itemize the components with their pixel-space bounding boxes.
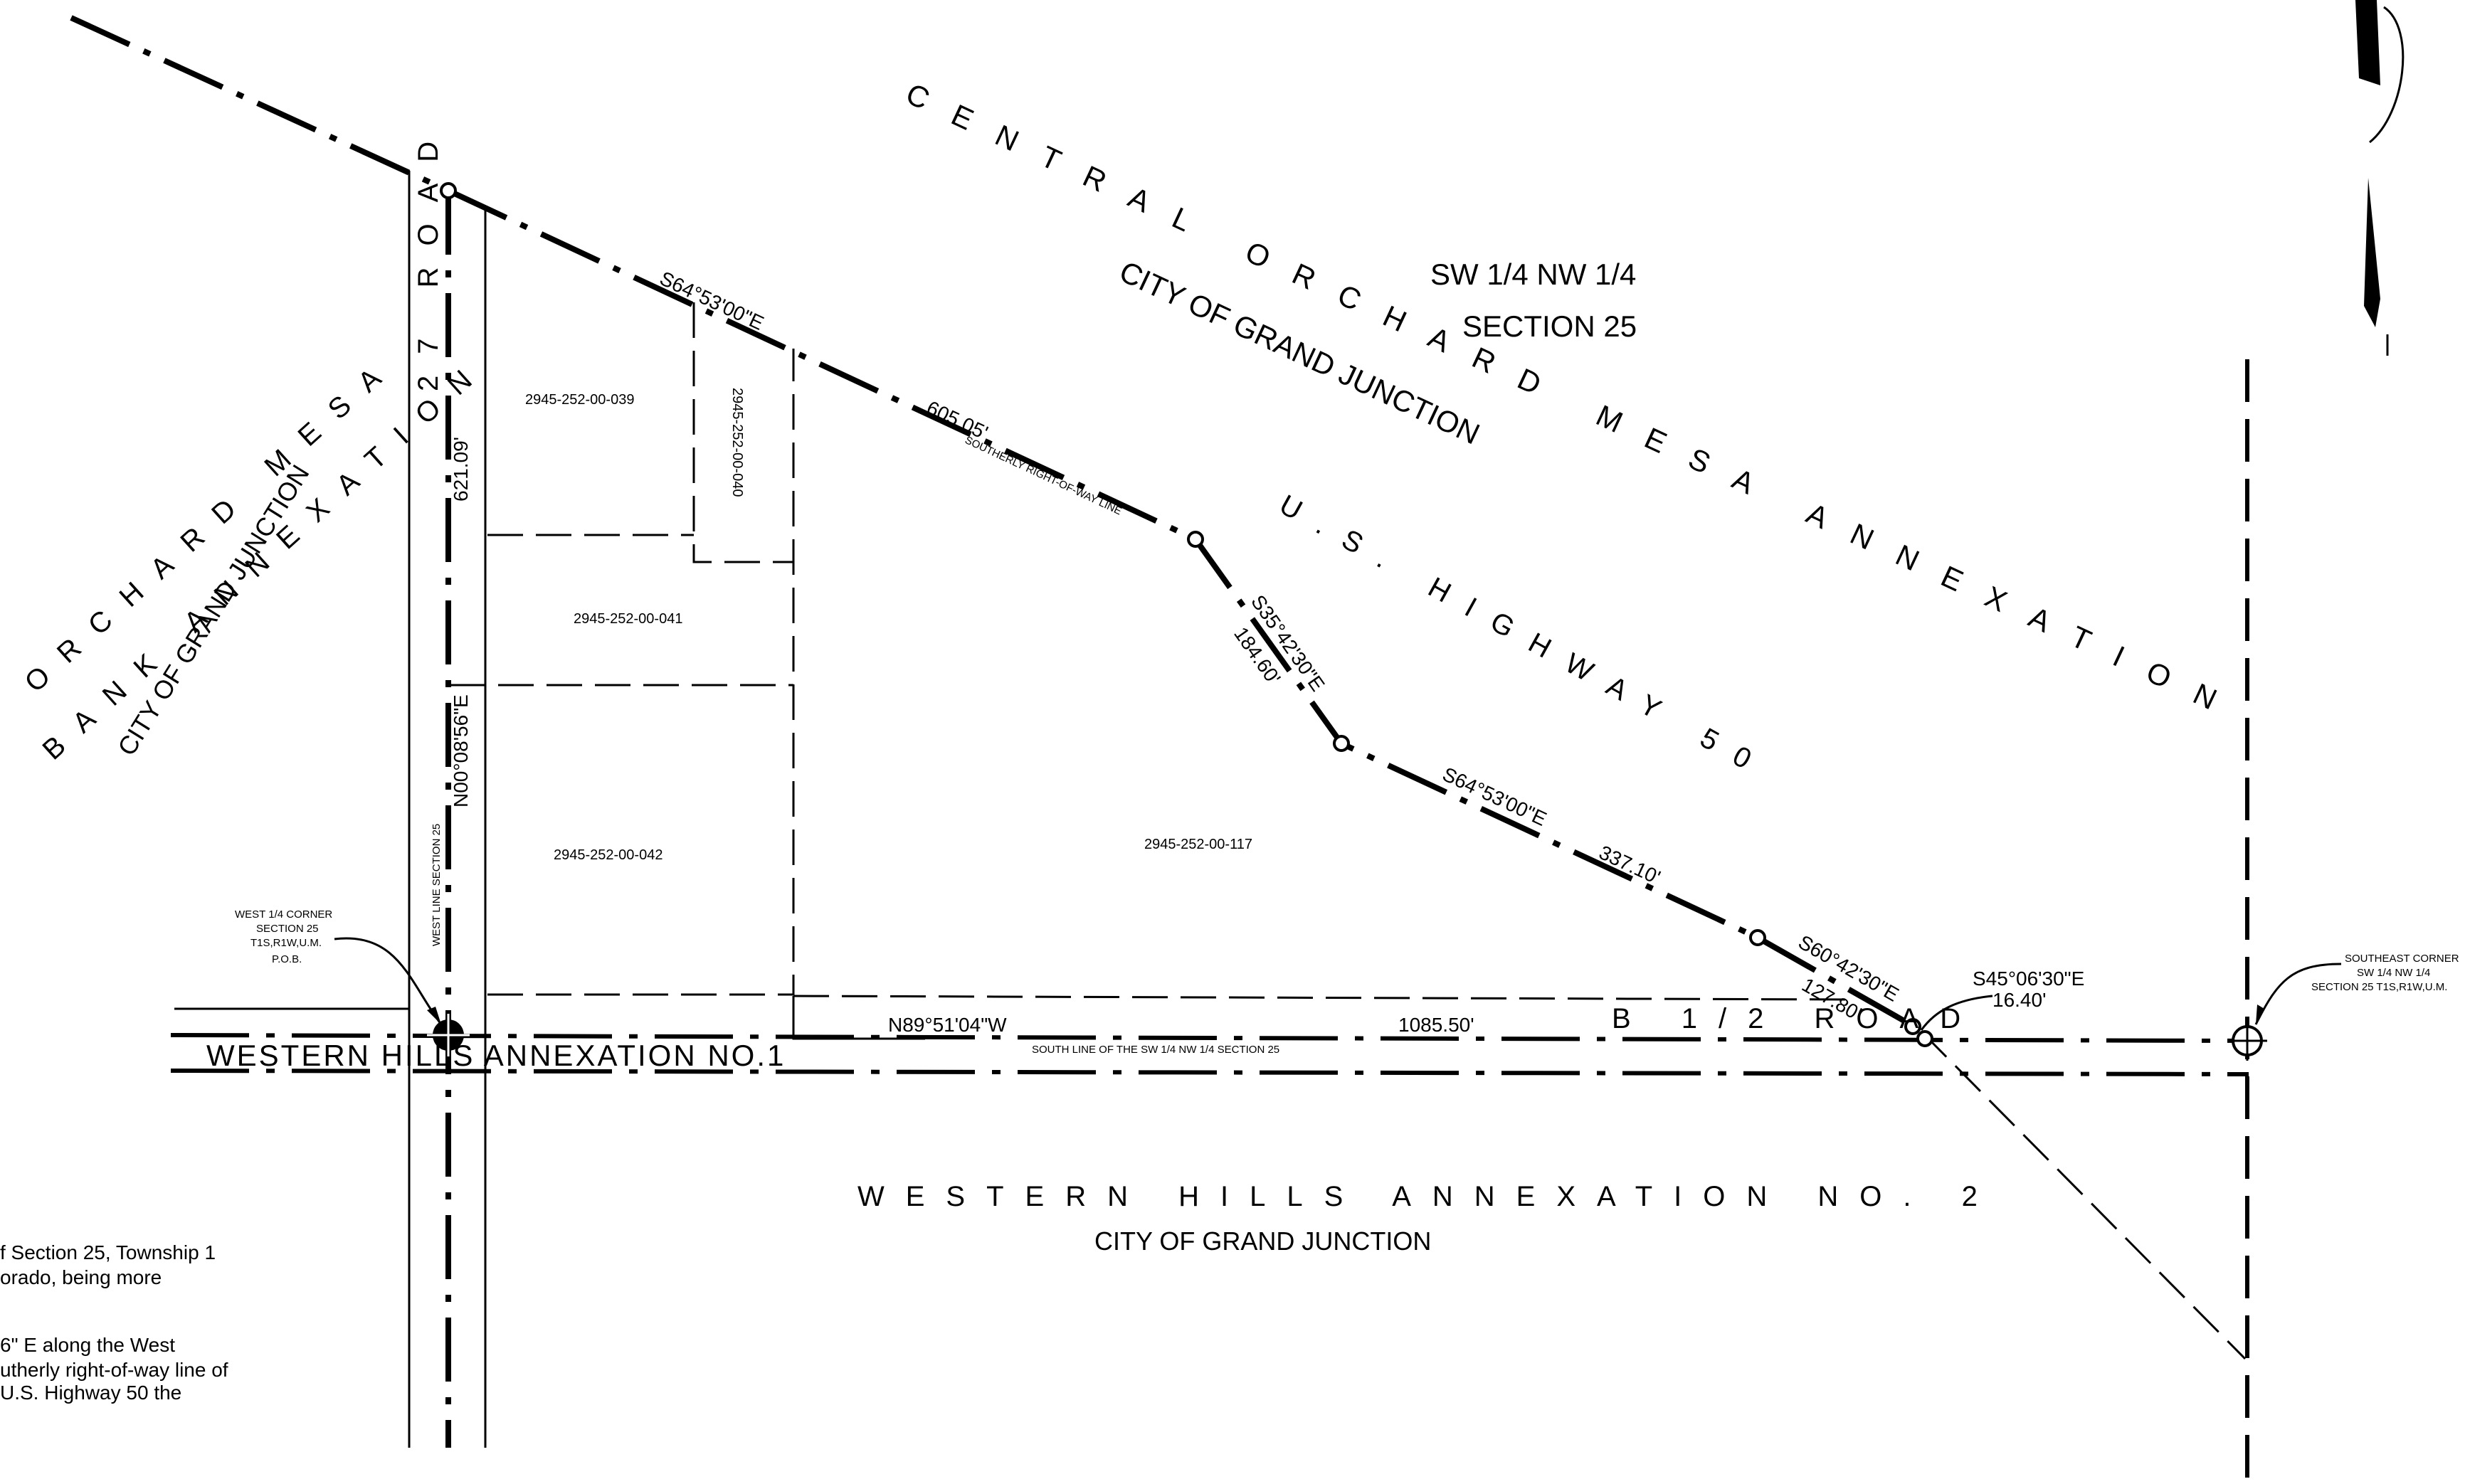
distance-3: 337.10': [1595, 841, 1664, 889]
parcel-117-label: 2945-252-00-117: [1144, 837, 1252, 852]
north-arrow-ornament: [2369, 6, 2405, 356]
north-arrow-icon: [2355, 0, 2380, 327]
annexation-boundary-line: [447, 188, 1916, 1029]
se-corner-line-3: SECTION 25 T1S,R1W,U.M.: [2311, 981, 2447, 993]
description-line-2: orado, being more: [0, 1266, 162, 1288]
boundary-point-3: [1333, 735, 1350, 752]
bearing-3: S64°53'00"E: [1439, 763, 1550, 830]
boundary-point-4: [1749, 929, 1766, 946]
pob-monument-icon: [427, 1014, 470, 1056]
description-line-5: U.S. Highway 50 the: [0, 1382, 181, 1404]
parcel-line-1: [487, 349, 795, 996]
central-annexation-label: CENTRAL ORCHARD MESA ANNEXATION: [901, 77, 2247, 728]
south-distance: 1085.50': [1398, 1014, 1474, 1036]
se-corner-arrowhead: [2256, 1005, 2264, 1024]
west-corner-line-1: WEST 1/4 CORNER: [235, 908, 332, 921]
west-corner-line-3: T1S,R1W,U.M.: [250, 937, 322, 949]
bearing5-leader: [1920, 995, 1993, 1031]
parcel-line-2: [692, 302, 793, 563]
bearing-5: S45°06'30"E: [1973, 968, 2084, 990]
west-bearing: N00°08'56"E: [450, 694, 472, 807]
se-corner-monument-icon: [2227, 1021, 2267, 1061]
road-b-half-south-edge: [170, 1069, 2249, 1076]
western-hills-2-label: WESTERN HILLS ANNEXATION NO. 2: [857, 1181, 1999, 1212]
row-line-label: SOUTHERLY RIGHT-OF-WAY LINE: [963, 434, 1123, 517]
parcel-041-label: 2945-252-00-041: [574, 611, 682, 627]
orchard-bank-label: BANK ANNEXATION: [37, 350, 494, 766]
west-line-label: WEST LINE SECTION 25: [431, 824, 443, 946]
distance-1: 605.05': [923, 396, 991, 444]
western-hills-1-label: WESTERN HILLS ANNEXATION NO.1: [206, 1039, 786, 1072]
bearing-1: S64°53'00"E: [656, 267, 767, 334]
section-number-label: SECTION 25: [1462, 309, 1637, 343]
south-line-label: SOUTH LINE OF THE SW 1/4 NW 1/4 SECTION …: [1032, 1044, 1279, 1056]
orchard-mesa-label: ORCHARD MESA: [19, 348, 403, 698]
parcel-040-label: 2945-252-00-040: [729, 388, 745, 497]
boundary-point-5: [1904, 1018, 1921, 1035]
west-corner-line-2: SECTION 25: [256, 923, 319, 935]
annexation-west-stub: [792, 996, 925, 1040]
pob-arrowhead: [427, 1007, 441, 1024]
description-line-1: f Section 25, Township 1: [0, 1241, 216, 1263]
western-hills-2-city-label: CITY OF GRAND JUNCTION: [1094, 1226, 1431, 1256]
parcel-039-label: 2945-252-00-039: [525, 392, 634, 408]
se-corner-leader: [2254, 963, 2342, 1025]
boundary-point-nw: [440, 182, 457, 199]
description-line-3: 6" E along the West: [0, 1334, 175, 1356]
diagonal-extension-line: [1920, 1030, 2247, 1360]
road-27-label: 27 ROAD: [413, 120, 444, 391]
west-distance: 621.09': [450, 437, 472, 502]
highway-row-approach-line: [70, 15, 450, 194]
se-corner-line-2: SW 1/4 NW 1/4: [2357, 967, 2430, 979]
se-corner-line-1: SOUTHEAST CORNER: [2345, 953, 2459, 965]
quarter-section-label: SW 1/4 NW 1/4: [1430, 258, 1636, 291]
pob-leader: [334, 937, 443, 1025]
south-bearing: N89°51'04"W: [888, 1014, 1007, 1036]
west-corner-line-4: P.O.B.: [272, 953, 302, 965]
description-line-4: utherly right-of-way line of: [0, 1359, 228, 1381]
road-b-half-north-edge: [793, 995, 1851, 1001]
south-boundary-line: [170, 1033, 2249, 1043]
boundary-point-2: [1187, 531, 1204, 548]
b-half-road-label: B 1/2 ROAD: [1612, 1003, 1982, 1034]
parcel-042-label: 2945-252-00-042: [554, 847, 663, 863]
distance-5: 16.40': [1992, 989, 2046, 1011]
boundary-point-6: [1916, 1030, 1933, 1047]
